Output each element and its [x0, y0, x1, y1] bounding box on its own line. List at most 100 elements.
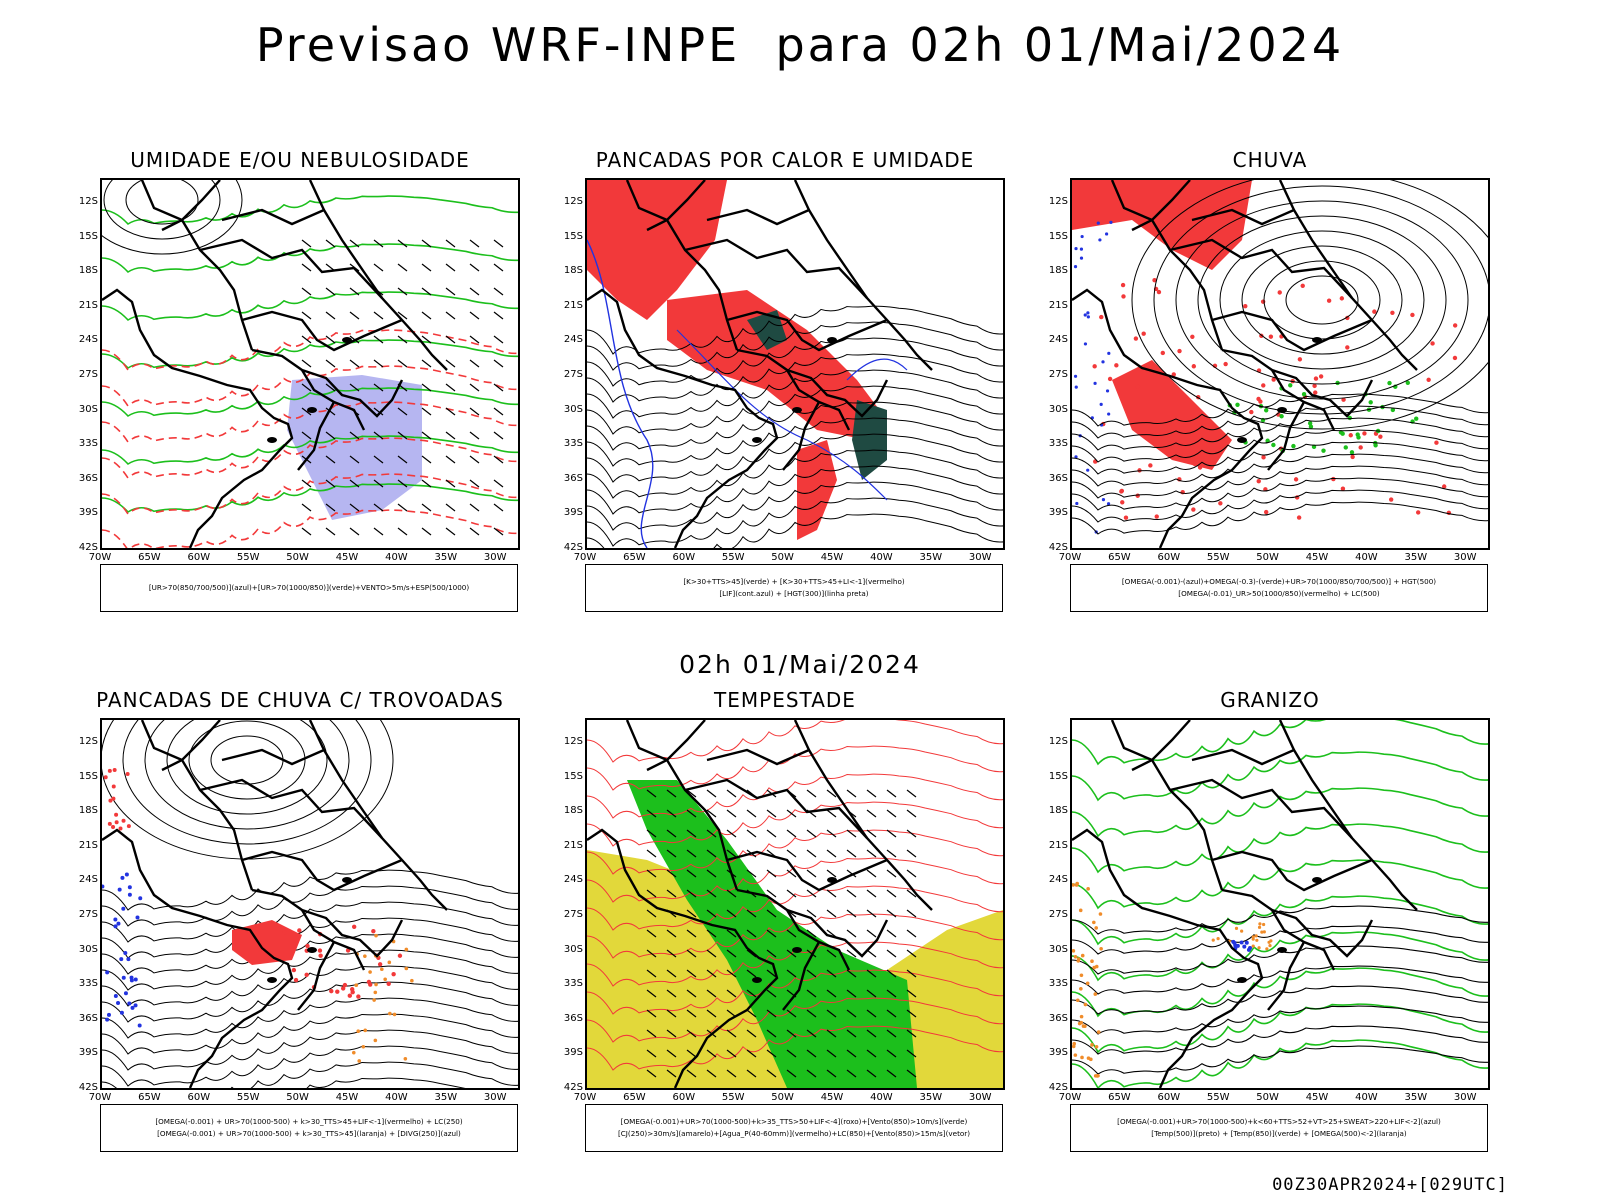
- wind-vector: [421, 239, 432, 248]
- wind-850-vector: [826, 989, 837, 998]
- wind-850-vector: [826, 1029, 837, 1038]
- wind-850-vector: [886, 889, 897, 898]
- country-border: [161, 180, 221, 232]
- lat-tick-label: 15S: [78, 770, 98, 782]
- wind-vector: [445, 263, 456, 272]
- omega-ur-speckle: [1434, 440, 1439, 445]
- wind-850-vector: [726, 909, 737, 918]
- omega-500-speckle: [1267, 940, 1271, 944]
- wind-vector: [301, 527, 312, 536]
- wind-850-vector: [866, 789, 877, 798]
- lat-tick-label: 30S: [78, 403, 98, 415]
- omega-ur-speckle: [1326, 298, 1332, 303]
- wind-850-vector: [866, 1049, 877, 1058]
- wind-850-vector: [806, 869, 817, 878]
- lat-tick-label: 12S: [78, 736, 98, 747]
- omega-500-speckle: [1081, 1024, 1086, 1028]
- precipitable-water-contour: [587, 773, 1003, 819]
- wind-850-vector: [726, 1049, 737, 1058]
- lon-tick-label: 50W: [771, 552, 794, 563]
- wind-850-vector: [706, 929, 717, 938]
- wind-vector: [397, 263, 408, 272]
- k-tts-area: [747, 310, 787, 350]
- k-tts-lif-speckle: [111, 825, 116, 830]
- lon-tick-label: 55W: [236, 1092, 260, 1103]
- lake-blob: [1312, 877, 1322, 883]
- lon-tick-label: 65W: [138, 1092, 161, 1103]
- wind-850-vector: [766, 929, 777, 938]
- wind-850-vector: [666, 809, 677, 818]
- wind-850-vector: [706, 949, 717, 958]
- wind-850-vector: [906, 1069, 917, 1078]
- wind-vector: [421, 503, 432, 512]
- wind-850-vector: [746, 1069, 757, 1078]
- wind-vector: [445, 407, 456, 416]
- lake-blob: [752, 977, 762, 983]
- wind-850-vector: [666, 829, 677, 838]
- divergence-speckle: [105, 1017, 110, 1022]
- temp-500-contour: [1072, 1045, 1488, 1075]
- omega-ur-speckle: [1223, 361, 1228, 367]
- omega-ur-speckle: [1345, 345, 1350, 350]
- legend-line: [UR>70(850/700/500)](azul)+[UR>70(1000/8…: [148, 583, 470, 592]
- hail-index-speckle: [1247, 945, 1252, 950]
- lake-blob: [1277, 407, 1287, 413]
- lon-tick-label: 30W: [483, 552, 507, 563]
- wind-850-vector: [686, 789, 697, 798]
- lake-blob: [307, 407, 317, 413]
- divergence-speckle: [133, 1003, 138, 1008]
- omega-500-speckle: [1073, 1053, 1078, 1057]
- hgt-300-contour: [587, 385, 1003, 435]
- wind-850-vector: [666, 849, 677, 858]
- wind-850-vector: [806, 909, 817, 918]
- omega-03-speckle: [1279, 414, 1284, 419]
- wind-vector: [493, 359, 504, 368]
- lon-tick-label: 50W: [286, 552, 309, 563]
- legend-line: [Temp(500)](preto) + [Temp(850)](verde) …: [1151, 1129, 1407, 1138]
- wind-850-vector: [806, 929, 817, 938]
- wind-850-vector: [686, 829, 697, 838]
- wind-850-vector: [726, 989, 737, 998]
- k-tts-lif-speckle: [349, 987, 355, 992]
- temp-850-contour: [1072, 931, 1488, 982]
- k-tts-lif-speckle: [305, 943, 310, 949]
- lat-tick-label: 15S: [1048, 230, 1068, 242]
- wind-850-vector: [646, 869, 657, 878]
- lon-tick-label: 60W: [1157, 552, 1181, 563]
- map-canvas: [587, 180, 1003, 548]
- panel-title: GRANIZO: [1220, 688, 1320, 712]
- wind-vector: [397, 431, 408, 440]
- omega-0001-speckle: [1086, 468, 1090, 472]
- country-border: [241, 310, 403, 352]
- omega-500-speckle: [1090, 959, 1094, 964]
- omega-500-speckle: [1265, 947, 1269, 951]
- wind-850-vector: [646, 809, 657, 818]
- k-tts-lif-speckle: [111, 784, 116, 789]
- country-border: [726, 310, 888, 352]
- lat-tick-label: 24S: [1048, 874, 1068, 886]
- k-tts-lif-speckle: [112, 768, 117, 773]
- precipitable-water-contour: [587, 745, 1003, 791]
- wind-vector: [493, 383, 504, 392]
- wind-vector: [421, 431, 432, 440]
- omega-500-speckle: [1085, 981, 1090, 986]
- k-tts-speckle: [356, 1029, 361, 1033]
- wind-850-vector: [746, 969, 757, 978]
- k-tts-speckle: [383, 977, 387, 982]
- wind-850-vector: [846, 989, 857, 998]
- wind-850-vector: [706, 1049, 717, 1058]
- wind-vector: [469, 239, 480, 248]
- wind-vector: [421, 479, 432, 488]
- wind-vector: [325, 359, 336, 368]
- wind-850-vector: [886, 929, 897, 938]
- lat-tick-label: 30S: [1048, 403, 1068, 415]
- k-tts-lif-speckle: [335, 989, 340, 994]
- country-border: [1267, 941, 1306, 1011]
- wind-850-vector: [826, 1049, 837, 1058]
- wind-850-vector: [806, 789, 817, 798]
- wind-vector: [349, 287, 360, 296]
- lon-tick-label: 30W: [1453, 552, 1477, 563]
- wind-850-vector: [846, 869, 857, 878]
- lon-tick-label: 30W: [968, 1092, 992, 1103]
- lat-tick-label: 27S: [78, 909, 98, 920]
